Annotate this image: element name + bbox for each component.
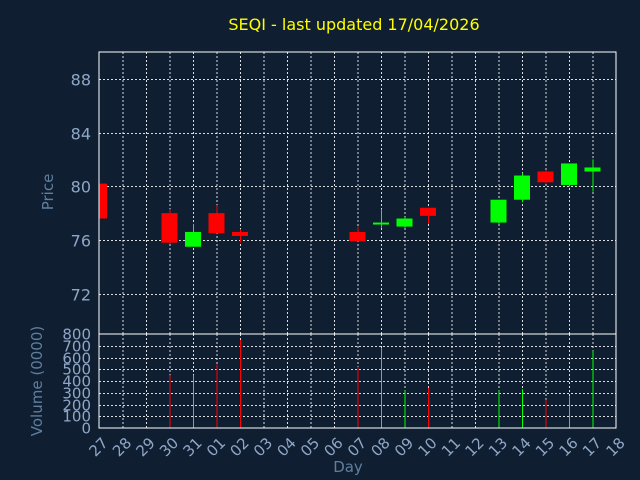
x-tick-label: 31 (180, 434, 206, 460)
volume-plot-frame (98, 333, 617, 429)
price-y-tick-label: 84 (71, 125, 91, 144)
x-tick-label: 14 (509, 434, 535, 460)
x-tick-label: 07 (344, 434, 370, 460)
price-candles (99, 159, 601, 247)
x-tick-label: 15 (532, 434, 558, 460)
x-tick-label: 06 (321, 434, 347, 460)
x-tick-label: 09 (391, 434, 417, 460)
volume-axis-label: Volume (0000) (28, 326, 46, 436)
volume-y-tick-label: 400 (62, 373, 91, 391)
volume-y-tick-label: 0 (81, 420, 91, 438)
volume-y-tick-label: 300 (62, 385, 91, 403)
price-y-tick-label: 80 (71, 178, 91, 197)
volume-y-tick-label: 600 (62, 350, 91, 368)
volume-bars (169, 339, 594, 428)
candle-body (514, 175, 530, 200)
x-tick-label: 11 (438, 434, 464, 460)
x-tick-label: 04 (274, 434, 300, 460)
candle-body (396, 218, 413, 227)
x-tick-label: 10 (415, 434, 441, 460)
candle-body (373, 222, 389, 225)
candle-body (420, 207, 436, 216)
price-grid (99, 52, 616, 334)
x-tick-label: 13 (485, 434, 511, 460)
price-y-tick-label: 88 (71, 71, 91, 90)
x-tick-label: 29 (133, 434, 159, 460)
volume-y-tick-label: 500 (62, 361, 91, 379)
candle-body (537, 171, 554, 183)
x-tick-label: 05 (297, 434, 323, 460)
x-axis-ticks: 2728293031010203040506070809101112131415… (86, 434, 629, 460)
candle-body (208, 213, 225, 234)
x-tick-label: 17 (579, 434, 605, 460)
candle-body (100, 183, 107, 219)
volume-y-tick-label: 200 (62, 397, 91, 415)
x-tick-label: 08 (368, 434, 394, 460)
x-tick-label: 28 (109, 434, 135, 460)
candle-body (232, 231, 248, 236)
x-axis-label: Day (333, 458, 363, 476)
volume-y-tick-label: 800 (62, 326, 91, 344)
x-tick-label: 03 (250, 434, 276, 460)
x-tick-label: 27 (86, 434, 112, 460)
x-tick-label: 18 (603, 434, 629, 460)
candle-body (584, 167, 601, 172)
x-tick-label: 12 (462, 434, 488, 460)
volume-y-tick-label: 100 (62, 408, 91, 426)
price-y-ticks: 72 76 80 84 88 (71, 71, 91, 305)
candle-body (185, 231, 201, 247)
price-axis-label: Price (39, 174, 57, 211)
x-tick-label: 16 (556, 434, 582, 460)
price-y-tick-label: 72 (71, 286, 91, 305)
candle-body (161, 213, 178, 243)
candle-body (349, 231, 366, 242)
price-y-tick-label: 76 (71, 232, 91, 251)
candle-body (490, 199, 507, 223)
x-tick-label: 02 (227, 434, 253, 460)
x-tick-label: 01 (203, 434, 229, 460)
price-panel: 72 76 80 84 88 (71, 51, 617, 335)
chart-title: SEQI - last updated 17/04/2026 (228, 15, 479, 34)
volume-y-tick-label: 700 (62, 338, 91, 356)
x-tick-label: 30 (156, 434, 182, 460)
candle-body (561, 163, 577, 185)
